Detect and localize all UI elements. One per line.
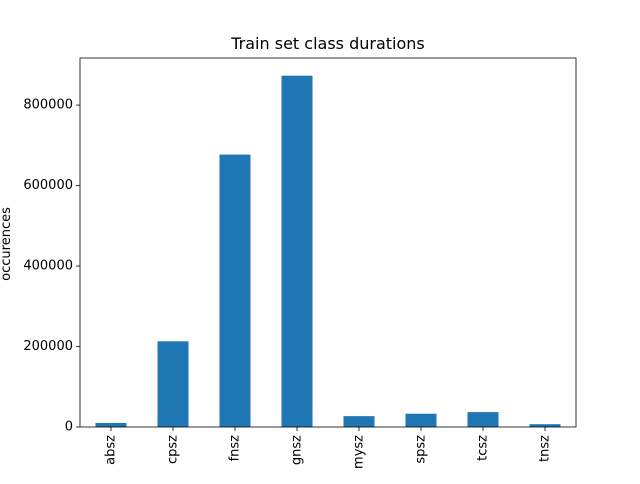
x-tick-label: tcsz	[476, 435, 491, 461]
x-tick-label: tnsz	[538, 435, 553, 462]
x-tick-label: spsz	[414, 435, 429, 464]
bar-tcsz	[467, 412, 499, 427]
chart-title: Train set class durations	[230, 34, 424, 53]
bar-mysz	[343, 416, 375, 427]
bar-tnsz	[529, 424, 561, 427]
y-tick-label: 400000	[23, 259, 73, 274]
x-tick-label: absz	[104, 435, 119, 465]
y-axis-ticks: 0 200000 400000 600000 800000	[23, 98, 80, 435]
x-tick-label: mysz	[352, 435, 367, 469]
x-axis-ticks: absz cpsz fnsz gnsz mysz spsz tcsz tnsz	[104, 427, 553, 469]
bar-spsz	[405, 413, 437, 427]
x-tick-label: gnsz	[290, 435, 305, 465]
bar-gnsz	[281, 75, 313, 427]
x-tick-label: fnsz	[228, 435, 243, 462]
y-tick-label: 600000	[23, 178, 73, 193]
bar-fnsz	[219, 154, 251, 427]
bars-group	[95, 75, 561, 427]
y-tick-label: 200000	[23, 339, 73, 354]
bar-cpsz	[157, 341, 189, 427]
x-tick-label: cpsz	[166, 435, 181, 464]
y-axis-label: occurences	[0, 207, 14, 281]
plot-frame	[79, 57, 577, 428]
bar-absz	[95, 422, 127, 427]
y-tick-label: 0	[65, 420, 73, 435]
y-tick-label: 800000	[23, 98, 73, 113]
